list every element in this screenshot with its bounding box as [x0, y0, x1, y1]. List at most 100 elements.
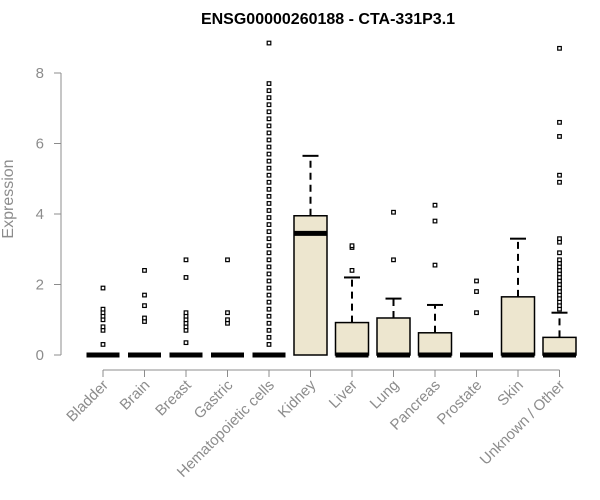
- outlier-point: [266, 313, 272, 319]
- outlier-point: [557, 119, 562, 125]
- outlier-point: [266, 320, 272, 326]
- outlier-point: [266, 292, 272, 298]
- outlier-point: [432, 262, 438, 268]
- x-tick-label: Kidney: [275, 376, 320, 421]
- box-iqr: [376, 317, 411, 356]
- box-iqr: [334, 321, 370, 356]
- outlier-point: [266, 264, 272, 270]
- outlier-point: [266, 215, 272, 220]
- outlier-point: [557, 134, 562, 139]
- x-tick-label: Breast: [152, 376, 195, 419]
- x-tick-label: Brain: [117, 377, 154, 414]
- outlier-point: [266, 250, 272, 256]
- box-lung: [376, 209, 411, 358]
- outlier-point: [349, 243, 355, 249]
- outlier-point: [266, 130, 272, 136]
- outlier-point: [266, 201, 272, 206]
- chart-title: ENSG00000260188 - CTA-331P3.1: [201, 11, 455, 28]
- outlier-point: [432, 218, 438, 224]
- box-iqr: [417, 332, 453, 356]
- outlier-point: [557, 179, 562, 185]
- outlier-point: [557, 250, 562, 256]
- outlier-point: [474, 310, 479, 316]
- outlier-point: [225, 310, 230, 316]
- outlier-point: [183, 310, 189, 316]
- outlier-point: [266, 271, 272, 277]
- box-pancreas: [417, 202, 453, 358]
- outlier-point: [266, 186, 272, 192]
- outlier-point: [391, 257, 396, 263]
- outlier-point: [100, 342, 106, 347]
- outlier-point: [266, 306, 272, 312]
- outlier-point: [142, 303, 147, 309]
- outlier-point: [183, 257, 189, 263]
- outlier-point: [474, 289, 479, 294]
- outlier-point: [266, 179, 272, 185]
- outlier-point: [142, 292, 147, 298]
- box-breast: [169, 257, 203, 358]
- outlier-point: [183, 340, 189, 346]
- outlier-point: [100, 285, 106, 291]
- outlier-point: [474, 278, 479, 284]
- box-unknown-other: [542, 45, 577, 358]
- box-kidney: [293, 154, 328, 356]
- outlier-point: [557, 172, 562, 178]
- outlier-point: [266, 158, 272, 164]
- outlier-point: [100, 306, 106, 312]
- outlier-point: [432, 202, 438, 208]
- outlier-point: [142, 315, 147, 321]
- outlier-point: [266, 278, 272, 284]
- outlier-point: [225, 317, 230, 323]
- outlier-point: [266, 342, 272, 347]
- outlier-point: [391, 209, 396, 215]
- outlier-point: [266, 327, 272, 333]
- outlier-point: [266, 222, 272, 227]
- outlier-point: [266, 81, 272, 86]
- box-series: [86, 40, 577, 358]
- x-tick-label: Prostate: [434, 377, 486, 429]
- box-gastric: [211, 257, 244, 358]
- box-iqr: [542, 336, 577, 356]
- outlier-point: [266, 172, 272, 178]
- box-hematopoietic-cells: [252, 40, 286, 358]
- outlier-point: [266, 208, 272, 213]
- outlier-point: [266, 109, 272, 115]
- outlier-point: [266, 236, 272, 242]
- outlier-point: [225, 257, 230, 263]
- outlier-point: [266, 95, 272, 101]
- outlier-point: [183, 275, 189, 280]
- outlier-point: [266, 334, 272, 340]
- outlier-point: [142, 268, 147, 273]
- box-prostate: [460, 278, 493, 358]
- outlier-point: [266, 88, 272, 94]
- box-brain: [128, 268, 161, 358]
- outlier-point: [266, 243, 272, 249]
- outlier-point: [266, 165, 272, 171]
- outlier-point: [266, 144, 272, 150]
- box-liver: [334, 243, 370, 358]
- outlier-point: [266, 116, 272, 122]
- outlier-point: [557, 257, 562, 263]
- y-tick-label: 8: [36, 65, 44, 82]
- y-tick-label: 4: [36, 206, 44, 223]
- x-tick-label: Bladder: [63, 377, 112, 426]
- box-iqr: [293, 215, 328, 356]
- outlier-point: [266, 102, 272, 108]
- outlier-point: [266, 137, 272, 143]
- outlier-point: [349, 268, 355, 273]
- y-tick-label: 0: [36, 347, 44, 364]
- y-axis-label: Expression: [0, 159, 17, 238]
- box-bladder: [86, 285, 120, 358]
- outlier-point: [266, 151, 272, 157]
- outlier-point: [266, 40, 272, 46]
- outlier-point: [266, 193, 272, 199]
- outlier-point: [266, 299, 272, 305]
- outlier-point: [266, 285, 272, 291]
- outlier-point: [100, 324, 106, 330]
- y-tick-label: 2: [36, 277, 44, 294]
- outlier-point: [557, 236, 562, 242]
- x-tick-label: Liver: [326, 377, 361, 412]
